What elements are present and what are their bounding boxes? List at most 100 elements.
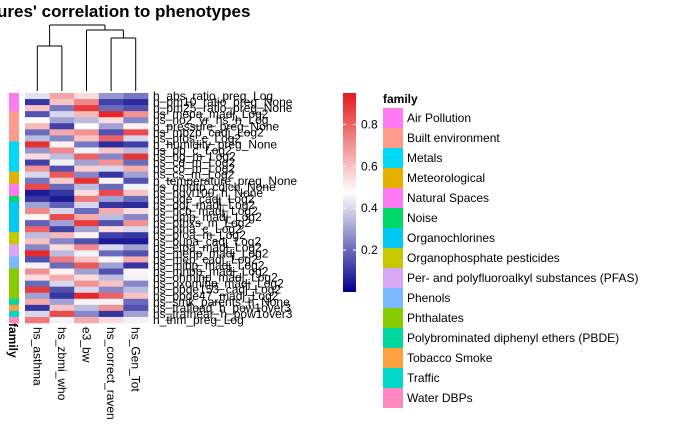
heatmap-cell [98, 316, 124, 324]
column-label: hs_asthma [30, 327, 44, 386]
heatmap-cell [123, 183, 149, 191]
heatmap-cell [123, 195, 149, 203]
legend-title: family [383, 92, 418, 106]
row-label: hs_oxominp_madj_Log2 [153, 277, 284, 291]
legend-label: Organophosphate pesticides [407, 251, 560, 265]
heatmap-cell [123, 135, 149, 142]
heatmap-cell [49, 262, 75, 269]
heatmap-cell [98, 201, 124, 209]
heatmap-cell [49, 159, 75, 166]
legend-swatch [383, 348, 403, 368]
heatmap-cell [98, 262, 124, 269]
heatmap-cell [49, 93, 75, 100]
heatmap-cell [74, 159, 100, 166]
row-label: hs_ndvi100_h_None [153, 186, 263, 200]
heatmap-cell [123, 129, 149, 136]
legend-swatch [383, 208, 403, 228]
heatmap-cell [25, 147, 50, 154]
row-label: hs_cd_m_Log2 [153, 156, 235, 170]
row-label: hs_pfna_c_Log2 [153, 222, 242, 236]
heatmap-cell [98, 165, 124, 172]
heatmap-cell [74, 220, 100, 227]
heatmap-cell [123, 99, 149, 106]
heatmap-cell [123, 147, 149, 154]
heatmap-cell [123, 298, 149, 306]
heatmap-cell [49, 171, 75, 179]
row-label: hs_dmp_madj_Log2 [153, 210, 262, 224]
legend-swatch [383, 248, 403, 268]
colorbar: 0.2 0.4 0.6 0.8 [343, 93, 378, 292]
heatmap-cell [98, 304, 124, 312]
heatmap-cell [98, 238, 124, 245]
heatmap-cell [123, 280, 149, 287]
heatmap-cell [25, 105, 50, 112]
column-label: hs_Gen_Tot [129, 327, 143, 392]
heatmap-cell [98, 244, 124, 251]
heatmap-cell [49, 208, 75, 215]
heatmap-cell [123, 226, 149, 233]
legend-swatch [383, 168, 403, 188]
heatmap-cell [25, 244, 50, 251]
heatmap-cell [25, 141, 50, 148]
heatmap-cell [98, 292, 124, 300]
heatmap-cell [123, 208, 149, 215]
annotation-cell [9, 298, 19, 306]
heatmap-cell [98, 183, 124, 191]
heatmap-cell [25, 304, 50, 312]
heatmap-cell [25, 111, 50, 118]
heatmap-cell [74, 316, 100, 324]
row-label: hs_pfos_c_Log2 [153, 131, 241, 145]
heatmap-cell [25, 238, 50, 245]
heatmap-cell [74, 304, 100, 312]
heatmap-cell [123, 250, 149, 257]
heatmap-cell [49, 232, 75, 239]
heatmap-cell [49, 298, 75, 306]
column-label: hs_zbmi_who [55, 327, 69, 401]
heatmap-cell [25, 220, 50, 227]
heatmap-cell [49, 226, 75, 233]
heatmap-cell [98, 105, 124, 112]
heatmap-cell [25, 171, 50, 179]
colorbar-gradient [343, 93, 356, 292]
heatmap-cell [49, 165, 75, 172]
heatmap-cell [98, 280, 124, 287]
heatmap-cell [25, 274, 50, 281]
annotation-cell [9, 159, 19, 166]
heatmap-cell [123, 310, 149, 318]
row-label: hs_dmdtp_cdich_None [153, 180, 276, 194]
row-label: hs_bupa_cadj_Log2 [153, 234, 261, 248]
heatmap-cell [49, 286, 75, 294]
row-label: hs_mepa_madj_Log2 [153, 107, 269, 121]
heatmap-cell [74, 244, 100, 251]
colorbar-tick-label: 0.2 [361, 243, 378, 257]
heatmap-cell [25, 268, 50, 275]
heatmap-cell [49, 201, 75, 209]
heatmap-cell [123, 105, 149, 112]
heatmap-cell [74, 147, 100, 154]
heatmap-cell [74, 280, 100, 287]
heatmap-cell [74, 250, 100, 257]
heatmap-cell [74, 256, 100, 263]
legend-swatch [383, 188, 403, 208]
legend-label: Phenols [407, 291, 450, 305]
heatmap-cell [98, 208, 124, 215]
heatmap-cell [25, 262, 50, 269]
annotation-cell [9, 171, 19, 179]
heatmap-cell [74, 165, 100, 172]
heatmap-cell [123, 111, 149, 118]
heatmap-cell [98, 232, 124, 239]
heatmap-cell [49, 256, 75, 263]
annotation-cell [9, 286, 19, 294]
heatmap-cell [98, 171, 124, 179]
heatmap-cell [49, 195, 75, 203]
annotation-cell [9, 304, 19, 312]
legend-label: Noise [407, 211, 438, 225]
heatmap-cell [25, 250, 50, 257]
row-label: hs_hcb_madj_Log2 [153, 204, 258, 218]
heatmap-cell [123, 117, 149, 124]
heatmap-cell [49, 177, 75, 185]
annotation-cell [9, 226, 19, 233]
heatmap-cell [25, 208, 50, 215]
colorbar-tick-label: 0.4 [361, 201, 378, 215]
